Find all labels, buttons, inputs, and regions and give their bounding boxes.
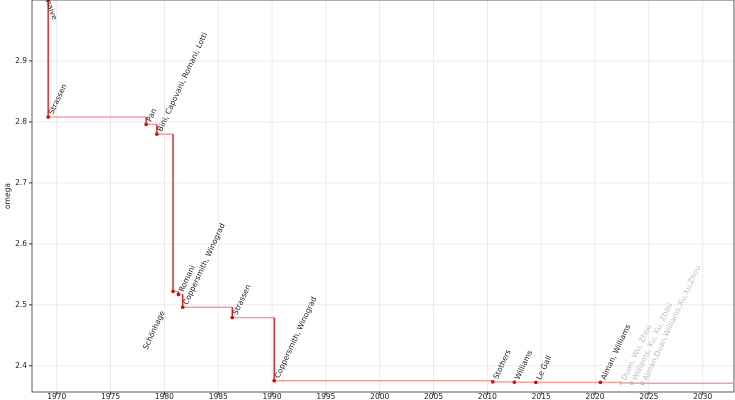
plot-frame — [31, 0, 735, 393]
x-tick-label: 2020 — [585, 392, 604, 400]
x-tick-label: 1980 — [155, 392, 174, 400]
y-tick-label: 2.6 — [15, 239, 27, 248]
y-tick-label: 2.5 — [15, 300, 27, 309]
x-tick-label: 1975 — [101, 392, 120, 400]
data-point — [534, 380, 538, 385]
point-label: Coppersmith, Winograd — [273, 295, 319, 379]
data-point — [640, 381, 645, 386]
y-tick-label: 2.4 — [15, 361, 27, 370]
point-label: Strassen — [47, 82, 69, 116]
y-axis-label: omega — [3, 183, 12, 209]
data-point — [272, 378, 277, 383]
x-tick-label: 2030 — [693, 392, 712, 400]
x-tick-label: 1990 — [263, 392, 282, 400]
data-point — [144, 122, 148, 127]
data-point — [230, 315, 235, 320]
point-label: Pan — [145, 107, 159, 123]
data-point — [176, 292, 181, 297]
x-tick-label: 2000 — [370, 392, 389, 400]
x-tick-label: 2025 — [639, 392, 658, 400]
data-point — [619, 381, 623, 385]
data-point — [629, 381, 634, 385]
x-tick-label: 1970 — [47, 392, 66, 400]
data-point — [512, 380, 517, 385]
point-label: Williams — [513, 349, 534, 381]
x-tick-label: 1995 — [316, 392, 335, 400]
data-point — [155, 132, 159, 136]
data-point — [171, 289, 175, 294]
x-tick-label: 2010 — [478, 392, 497, 400]
y-tick-label: 2.7 — [15, 178, 27, 187]
data-point — [46, 115, 50, 119]
point-label: Schönhage — [141, 309, 167, 351]
data-point — [598, 380, 603, 385]
point-label: Stothers — [491, 348, 513, 381]
point-label: Alman,Duan,Williams,Xu,Xu,Zhou — [641, 264, 703, 382]
x-tick-label: 2015 — [532, 392, 551, 400]
point-label: Strassen — [231, 283, 253, 317]
x-tick-label: 2005 — [424, 392, 443, 400]
y-tick-label: 2.9 — [15, 56, 27, 65]
point-label: Bini, Capovani, Romani, Lotti — [155, 31, 209, 133]
data-point — [180, 305, 185, 310]
point-label: Le Gall — [534, 354, 553, 381]
data-point — [46, 0, 50, 2]
y-tick-label: 2.8 — [15, 117, 27, 126]
x-tick-label: 1985 — [209, 392, 228, 400]
data-point — [490, 380, 495, 384]
